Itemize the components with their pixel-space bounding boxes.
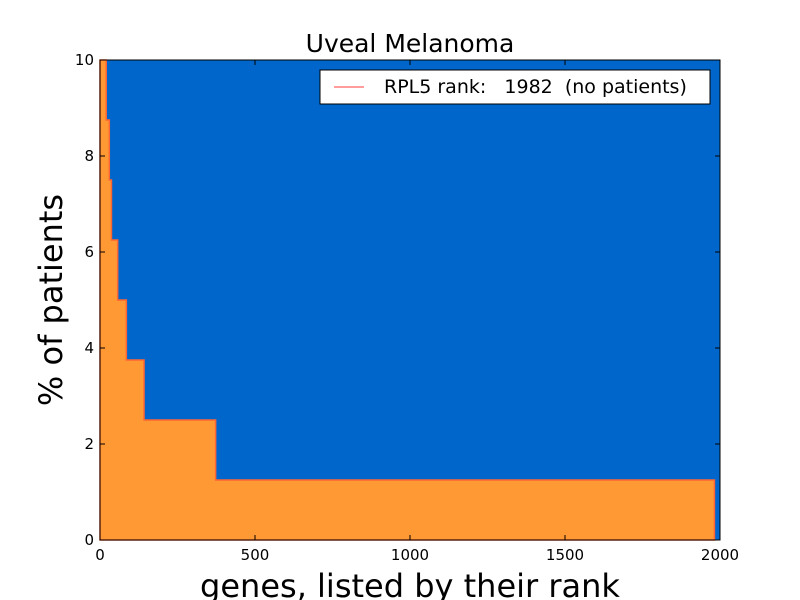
x-axis-ticks: 0 500 1000 1500 2000 [95,60,739,564]
chart-title: Uveal Melanoma [306,29,515,58]
y-tick-label: 10 [75,51,94,69]
x-tick-label: 1000 [391,546,429,564]
legend-box [319,69,711,105]
patient-fraction-area [99,59,716,541]
y-tick-label: 4 [84,339,94,357]
x-tick-label: 2000 [701,546,739,564]
legend: RPL5 rank: 1982 (no patients) [319,69,711,105]
x-tick-label: 0 [95,546,105,564]
y-tick-label: 2 [84,435,94,453]
x-tick-label: 1500 [546,546,584,564]
legend-entry-label: RPL5 rank: 1982 (no patients) [384,76,687,98]
y-tick-label: 6 [84,243,94,261]
y-tick-label: 0 [84,531,94,549]
area-layer [99,59,716,541]
y-tick-label: 8 [84,147,94,165]
x-tick-label: 500 [241,546,270,564]
x-axis-label: genes, listed by their rank [200,567,620,600]
y-axis-label: % of patients [32,194,70,406]
y-axis-ticks: 0 2 4 6 8 10 [75,51,720,549]
